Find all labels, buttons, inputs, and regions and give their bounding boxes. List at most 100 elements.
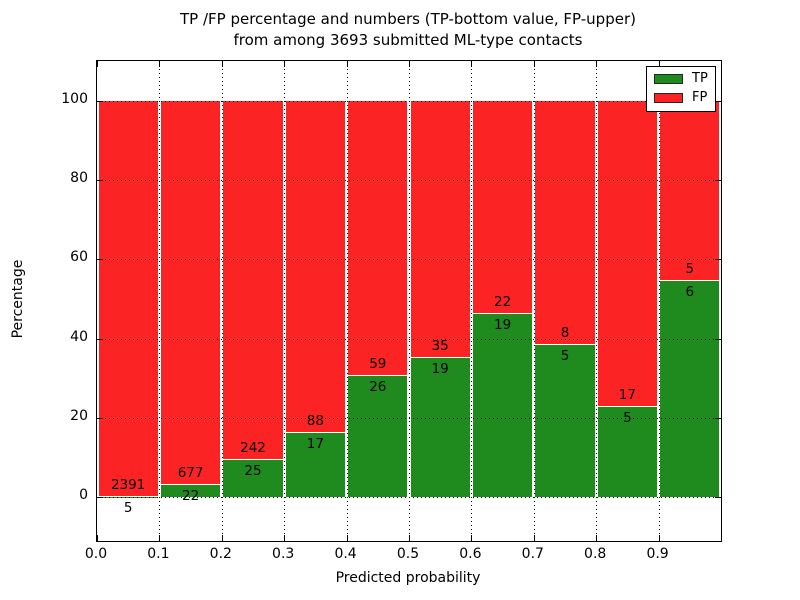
fp-bar-segment [98,100,158,497]
y-tick-mark [97,100,103,102]
x-tick-mark-top [284,61,286,67]
x-tick-mark-top [159,61,161,67]
tp-bar-segment [223,460,283,498]
fp-count-label: 5 [685,260,695,277]
x-tick-mark-top [596,61,598,67]
vertical-gridline [346,61,348,541]
x-tick-mark-top [221,61,223,67]
tp-count-label: 17 [306,436,324,453]
tp-bar-segment [535,344,595,498]
fp-bar-segment [223,100,283,461]
x-tick-mark-top [409,61,410,67]
y-tick-label: 40 [70,328,88,345]
vertical-gridline [284,61,286,541]
tp-count-label: 5 [623,410,632,427]
fp-bar-segment [597,100,658,408]
fp-count-label: 2391 [111,476,146,493]
tp-bar-segment [160,484,221,498]
x-tick-mark-top [346,61,348,67]
x-tick-mark [159,535,161,541]
y-tick-mark [97,180,103,181]
fp-bar-segment [660,100,720,281]
x-tick-mark-top [97,61,98,67]
y-tick-mark-right [715,259,721,261]
tp-bar-segment [472,313,533,498]
x-tick-mark [409,535,410,541]
tp-bar-segment [285,433,346,498]
tp-count-label: 25 [244,463,262,480]
fp-count-label: 8 [560,324,570,341]
x-tick-mark [346,535,348,541]
chart-title-line1: TP /FP percentage and numbers (TP-bottom… [180,10,636,28]
x-tick-mark [596,535,598,541]
x-tick-mark-top [533,61,535,67]
fp-bar-segment [410,100,470,358]
tp-count-label: 6 [685,283,695,300]
x-tick-mark [97,535,98,541]
x-tick-label: 0.0 [84,546,108,562]
tp-bar-segment [348,376,408,498]
y-tick-mark-right [715,100,721,102]
y-tick-label: 20 [70,408,88,425]
vertical-gridline [596,61,598,541]
tp-bar-segment [660,280,720,498]
vertical-gridline [471,61,473,541]
y-tick-mark [97,418,103,420]
tp-count-label: 5 [560,347,570,364]
vertical-gridline [159,61,161,541]
tp-bar-segment [98,496,158,498]
y-tick-mark [97,497,103,499]
x-tick-label: 0.5 [396,546,420,562]
legend-label-tp: TP [692,71,708,86]
vertical-gridline [533,61,535,541]
y-tick-label: 100 [61,90,88,107]
fp-count-label: 677 [177,464,204,481]
plot-area: 2391 5 677 22 242 25 88 17 59 26 35 19 22 19 8 5 17 5 5 6 [96,60,722,542]
vertical-gridline [658,61,660,541]
fp-count-label: 22 [494,293,512,310]
y-tick-mark [97,259,103,261]
fp-bar-segment [285,100,346,434]
x-tick-label: 0.2 [209,546,232,562]
vertical-gridline [221,61,223,541]
x-tick-label: 0.9 [646,546,669,562]
fp-legend-swatch-icon [654,93,683,103]
y-tick-mark-right [715,497,721,499]
x-tick-mark [221,535,223,541]
x-tick-label: 0.4 [334,546,357,562]
legend-label-fp: FP [692,90,708,105]
y-tick-mark [97,338,103,340]
fp-count-label: 242 [240,440,266,457]
tp-bar-segment [597,407,658,498]
tp-count-label: 26 [369,379,387,396]
tp-bar-segment [410,357,470,498]
fp-bar-segment [472,100,533,314]
tp-legend-swatch-icon [654,74,683,84]
legend-box: TP FP [646,66,716,112]
fp-bar-segment [535,100,595,345]
tp-count-label: 19 [431,360,449,377]
tp-count-label: 19 [494,316,512,333]
x-tick-label: 0.6 [459,546,482,562]
x-tick-mark-top [658,61,660,67]
y-tick-mark-right [715,338,721,340]
tp-count-label: 22 [182,487,200,504]
y-tick-label: 0 [79,487,88,504]
x-tick-label: 0.1 [147,546,170,562]
fp-bar-segment [348,100,408,376]
x-tick-label: 0.8 [584,546,607,562]
vertical-gridline [409,61,410,541]
x-axis-label: Predicted probability [335,570,481,586]
y-tick-mark-right [715,180,721,181]
x-tick-mark [471,535,473,541]
y-tick-mark-right [715,418,721,420]
y-tick-label: 80 [70,170,88,186]
fp-count-label: 35 [431,337,449,354]
chart-title-line2: from among 3693 submitted ML-type contac… [233,31,583,49]
x-tick-label: 0.7 [521,546,544,562]
fp-bar-segment [160,100,221,485]
x-tick-mark-top [471,61,473,67]
fp-count-label: 88 [306,413,324,430]
y-axis-label: Percentage [10,259,26,339]
